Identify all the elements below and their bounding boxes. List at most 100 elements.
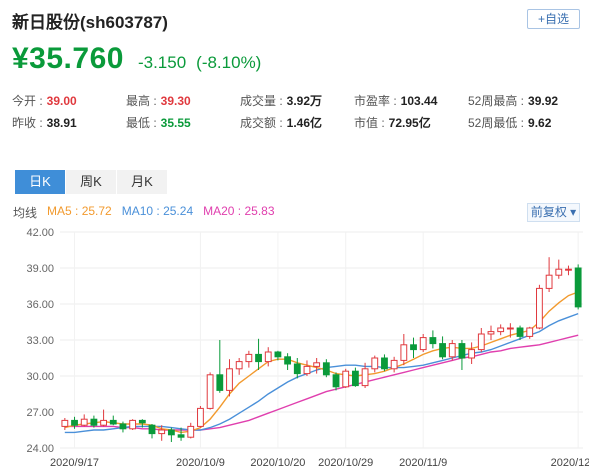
candle-body [148, 424, 156, 435]
candle-body [400, 344, 408, 361]
current-price: ¥35.760 [12, 42, 124, 75]
candle-body [216, 374, 224, 391]
x-tick-label: 2020/11/9 [399, 457, 447, 469]
stat-prev-close: 昨收 :38.91 [12, 114, 77, 131]
stat-value: 72.95亿 [388, 116, 431, 130]
stat-value: 1.46亿 [286, 116, 323, 130]
candle-body [458, 343, 466, 359]
stats-row-2: 昨收 :38.91 最低 :35.55 成交额 :1.46亿 市值 :72.95… [12, 114, 582, 136]
quote-row: ¥35.760 -3.150 (-8.10%) [12, 42, 261, 76]
stat-label: 最高 : [126, 94, 157, 108]
stat-52w-high: 52周最高 :39.92 [468, 92, 558, 109]
candle-body [245, 353, 253, 363]
candle-body [303, 365, 311, 375]
candle-body [90, 418, 98, 426]
stat-value: 3.92万 [286, 94, 323, 108]
candle-body [109, 419, 117, 425]
legend-ma10: MA10 : 25.24 [121, 204, 194, 218]
stat-volume: 成交量 :3.92万 [240, 92, 322, 109]
stat-value: 39.00 [46, 94, 77, 108]
candle-body [506, 327, 514, 330]
candle-body [477, 333, 485, 351]
stat-value: 103.44 [400, 94, 438, 108]
candle-body [371, 357, 379, 370]
candle-body [255, 353, 262, 363]
adjust-dropdown[interactable]: 前复权 ▾ [527, 203, 580, 222]
stat-value: 35.55 [160, 116, 191, 130]
stat-open: 今开 :39.00 [12, 92, 77, 109]
stat-label: 52周最高 : [468, 94, 525, 108]
x-tick-label: 2020/9/17 [50, 457, 99, 469]
candle-body [100, 419, 107, 426]
stats-row-1: 今开 :39.00 最高 :39.30 成交量 :3.92万 市盈率 :103.… [12, 92, 582, 114]
ma-legend: 均线 MA5 : 25.72 MA10 : 25.24 MA20 : 25.83 [13, 204, 285, 221]
tab-monthly-k[interactable]: 月K [117, 170, 167, 194]
tab-weekly-k[interactable]: 周K [66, 170, 116, 194]
tab-daily-k[interactable]: 日K [15, 170, 65, 194]
stat-label: 昨收 : [12, 116, 43, 130]
candle-body [274, 351, 282, 358]
stat-52w-low: 52周最低 :9.62 [468, 114, 551, 131]
candle-body [574, 267, 582, 308]
candle-body [284, 356, 292, 365]
stat-label: 市值 : [354, 116, 385, 130]
stat-label: 今开 : [12, 94, 43, 108]
x-tick-label: 2020/10/9 [176, 457, 225, 469]
candle-body [322, 362, 330, 376]
candle-body [410, 344, 417, 351]
stat-value: 39.30 [160, 94, 191, 108]
ma5-line [64, 291, 579, 434]
y-tick-label: 42.00 [26, 227, 54, 239]
candle-body [138, 419, 146, 424]
candle-body [555, 268, 563, 276]
price-change-percent: (-8.10%) [196, 53, 262, 72]
stat-market-cap: 市值 :72.95亿 [354, 114, 431, 131]
candle-body [235, 361, 243, 370]
stat-label: 成交额 : [240, 116, 283, 130]
y-tick-label: 36.00 [26, 299, 54, 311]
candle-body [361, 368, 369, 387]
candle-body [419, 337, 427, 351]
legend-label: 均线 [13, 206, 38, 220]
price-change: -3.150 [137, 53, 187, 72]
candle-body [80, 418, 88, 426]
candle-body [439, 343, 446, 358]
stat-value: 39.92 [528, 94, 559, 108]
x-tick-label: 2020/12/15 [551, 457, 589, 469]
candle-body [197, 407, 204, 427]
stat-label: 最低 : [126, 116, 157, 130]
candle-body [119, 423, 127, 430]
candle-body [565, 268, 572, 271]
candle-body [226, 368, 233, 391]
period-tabs: 日K 周K 月K [15, 170, 168, 194]
y-tick-label: 33.00 [26, 335, 54, 347]
stat-pe: 市盈率 :103.44 [354, 92, 437, 109]
stat-label: 成交量 : [240, 94, 283, 108]
candle-body [342, 370, 350, 388]
x-tick-label: 2020/10/29 [318, 457, 373, 469]
stock-title: 新日股份(sh603787) [12, 13, 168, 32]
y-tick-label: 27.00 [26, 407, 54, 419]
candle-body [167, 429, 175, 436]
candle-body [526, 327, 534, 337]
candle-body [351, 370, 359, 387]
add-watchlist-button[interactable]: +自选 [527, 9, 580, 29]
candle-body [497, 327, 505, 333]
candle-body [293, 363, 301, 375]
candle-body [468, 349, 476, 359]
candle-body [536, 287, 543, 329]
candle-body [129, 419, 137, 430]
legend-ma20: MA20 : 25.83 [203, 204, 275, 218]
candle-body [332, 374, 340, 388]
stats-panel: 今开 :39.00 最高 :39.30 成交量 :3.92万 市盈率 :103.… [12, 92, 582, 136]
candle-body [177, 434, 185, 438]
candle-body [71, 419, 78, 426]
y-tick-label: 30.00 [26, 371, 54, 383]
stat-value: 38.91 [46, 116, 77, 130]
candle-body [429, 337, 437, 345]
candle-body [448, 343, 456, 358]
y-tick-label: 39.00 [26, 263, 54, 275]
candle-body [158, 429, 166, 435]
candle-body [206, 374, 214, 409]
